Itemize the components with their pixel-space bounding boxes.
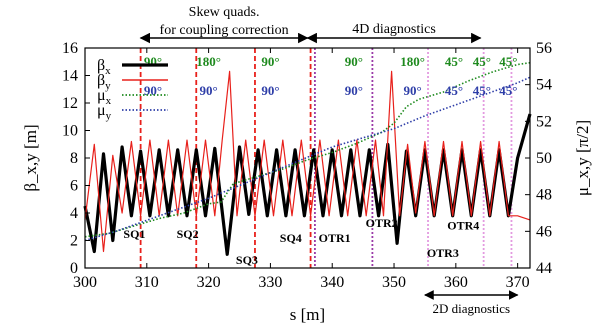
phase-label: 45° bbox=[473, 54, 491, 69]
annotations-layer: Skew quads. for coupling correction 4D dia… bbox=[139, 5, 519, 316]
element-label-otr2: OTR2 bbox=[366, 216, 398, 230]
x-tick-label: 320 bbox=[197, 274, 221, 291]
element-label-sq2: SQ2 bbox=[177, 227, 199, 241]
legend-subscript: y bbox=[106, 110, 112, 122]
y-left-tick-label: 6 bbox=[70, 178, 78, 195]
x-tick-label: 300 bbox=[73, 274, 97, 291]
phase-label: 90° bbox=[345, 54, 363, 69]
phase-label: 45° bbox=[499, 83, 517, 98]
legend-label-3: μy bbox=[97, 102, 112, 122]
element-label-otr1: OTR1 bbox=[319, 231, 351, 245]
legend-label-1: βy bbox=[97, 72, 111, 92]
y-right-tick-label: 44 bbox=[536, 260, 552, 277]
legend-subscript: y bbox=[105, 80, 111, 92]
labels-layer: SQ1 SQ2 SQ3 SQ4 OTR1 OTR2 OTR3 OTR4 90° 180° 90° 90… bbox=[123, 54, 517, 267]
legend-symbol: β bbox=[97, 57, 105, 74]
y-left-tick-label: 14 bbox=[62, 68, 78, 85]
y-right-tick-label: 54 bbox=[536, 77, 552, 94]
x-tick-label: 370 bbox=[506, 274, 530, 291]
y-right-tick-label: 50 bbox=[536, 150, 552, 167]
legend-subscript: x bbox=[106, 95, 112, 107]
y-left-tick-label: 2 bbox=[70, 233, 78, 250]
phase-label: 90° bbox=[345, 83, 363, 98]
axes-layer: 300 310 320 330 340 350 360 3700246810121416444… bbox=[21, 40, 592, 324]
y-left-tick-label: 16 bbox=[62, 40, 78, 57]
y-left-tick-label: 12 bbox=[62, 95, 78, 112]
phase-label: 45° bbox=[473, 83, 491, 98]
phase-label: 45° bbox=[445, 54, 463, 69]
legend-label-0: βx bbox=[97, 57, 111, 77]
legend-symbol: μ bbox=[97, 87, 106, 104]
phase-label: 180° bbox=[400, 54, 425, 69]
y-right-tick-label: 56 bbox=[536, 40, 552, 57]
legend-symbol: μ bbox=[97, 102, 106, 119]
y-left-axis-label: β_x,y [m] bbox=[21, 124, 40, 191]
phase-label: 90° bbox=[200, 83, 218, 98]
phase-label: 45° bbox=[499, 54, 517, 69]
x-tick-label: 310 bbox=[135, 274, 159, 291]
y-left-tick-label: 8 bbox=[70, 150, 78, 167]
x-axis-label: s [m] bbox=[290, 305, 325, 324]
x-tick-label: 350 bbox=[382, 274, 406, 291]
skew-quads-text-2: for coupling correction bbox=[160, 23, 289, 38]
x-tick-label: 340 bbox=[320, 274, 344, 291]
legend-symbol: β bbox=[97, 72, 105, 89]
series-line-3 bbox=[84, 76, 531, 242]
y-right-tick-label: 48 bbox=[536, 187, 552, 204]
4d-diagnostics-text: 4D diagnostics bbox=[352, 22, 436, 37]
element-label-otr3: OTR3 bbox=[427, 246, 459, 260]
x-tick-label: 360 bbox=[444, 274, 468, 291]
y-right-tick-label: 46 bbox=[536, 223, 552, 240]
y-right-axis-label: μ_x,y [π/2] bbox=[573, 120, 592, 196]
legend-subscript: x bbox=[105, 65, 111, 77]
element-label-otr4: OTR4 bbox=[447, 219, 479, 233]
y-right-tick-label: 52 bbox=[536, 113, 552, 130]
y-left-tick-label: 10 bbox=[62, 123, 78, 140]
element-label-sq4: SQ4 bbox=[280, 231, 302, 245]
phase-label: 90° bbox=[144, 54, 162, 69]
series-line-1 bbox=[84, 70, 531, 253]
series-line-0 bbox=[83, 113, 532, 256]
element-label-sq3: SQ3 bbox=[236, 253, 258, 267]
y-left-tick-label: 0 bbox=[70, 260, 78, 277]
series-line-2 bbox=[84, 61, 531, 238]
2d-diagnostics-text: 2D diagnostics bbox=[432, 301, 510, 316]
phase-label: 45° bbox=[445, 83, 463, 98]
phase-label: 90° bbox=[261, 54, 279, 69]
x-tick-label: 330 bbox=[258, 274, 282, 291]
phase-label: 180° bbox=[196, 54, 221, 69]
y-left-tick-label: 4 bbox=[70, 205, 78, 222]
element-markers bbox=[139, 48, 513, 268]
series-layer bbox=[83, 61, 532, 256]
phase-label: 90° bbox=[144, 83, 162, 98]
legend-label-2: μx bbox=[97, 87, 112, 107]
skew-quads-text-1: Skew quads. bbox=[189, 5, 260, 20]
element-label-sq1: SQ1 bbox=[123, 227, 145, 241]
phase-label: 90° bbox=[261, 83, 279, 98]
phase-label: 90° bbox=[403, 83, 421, 98]
